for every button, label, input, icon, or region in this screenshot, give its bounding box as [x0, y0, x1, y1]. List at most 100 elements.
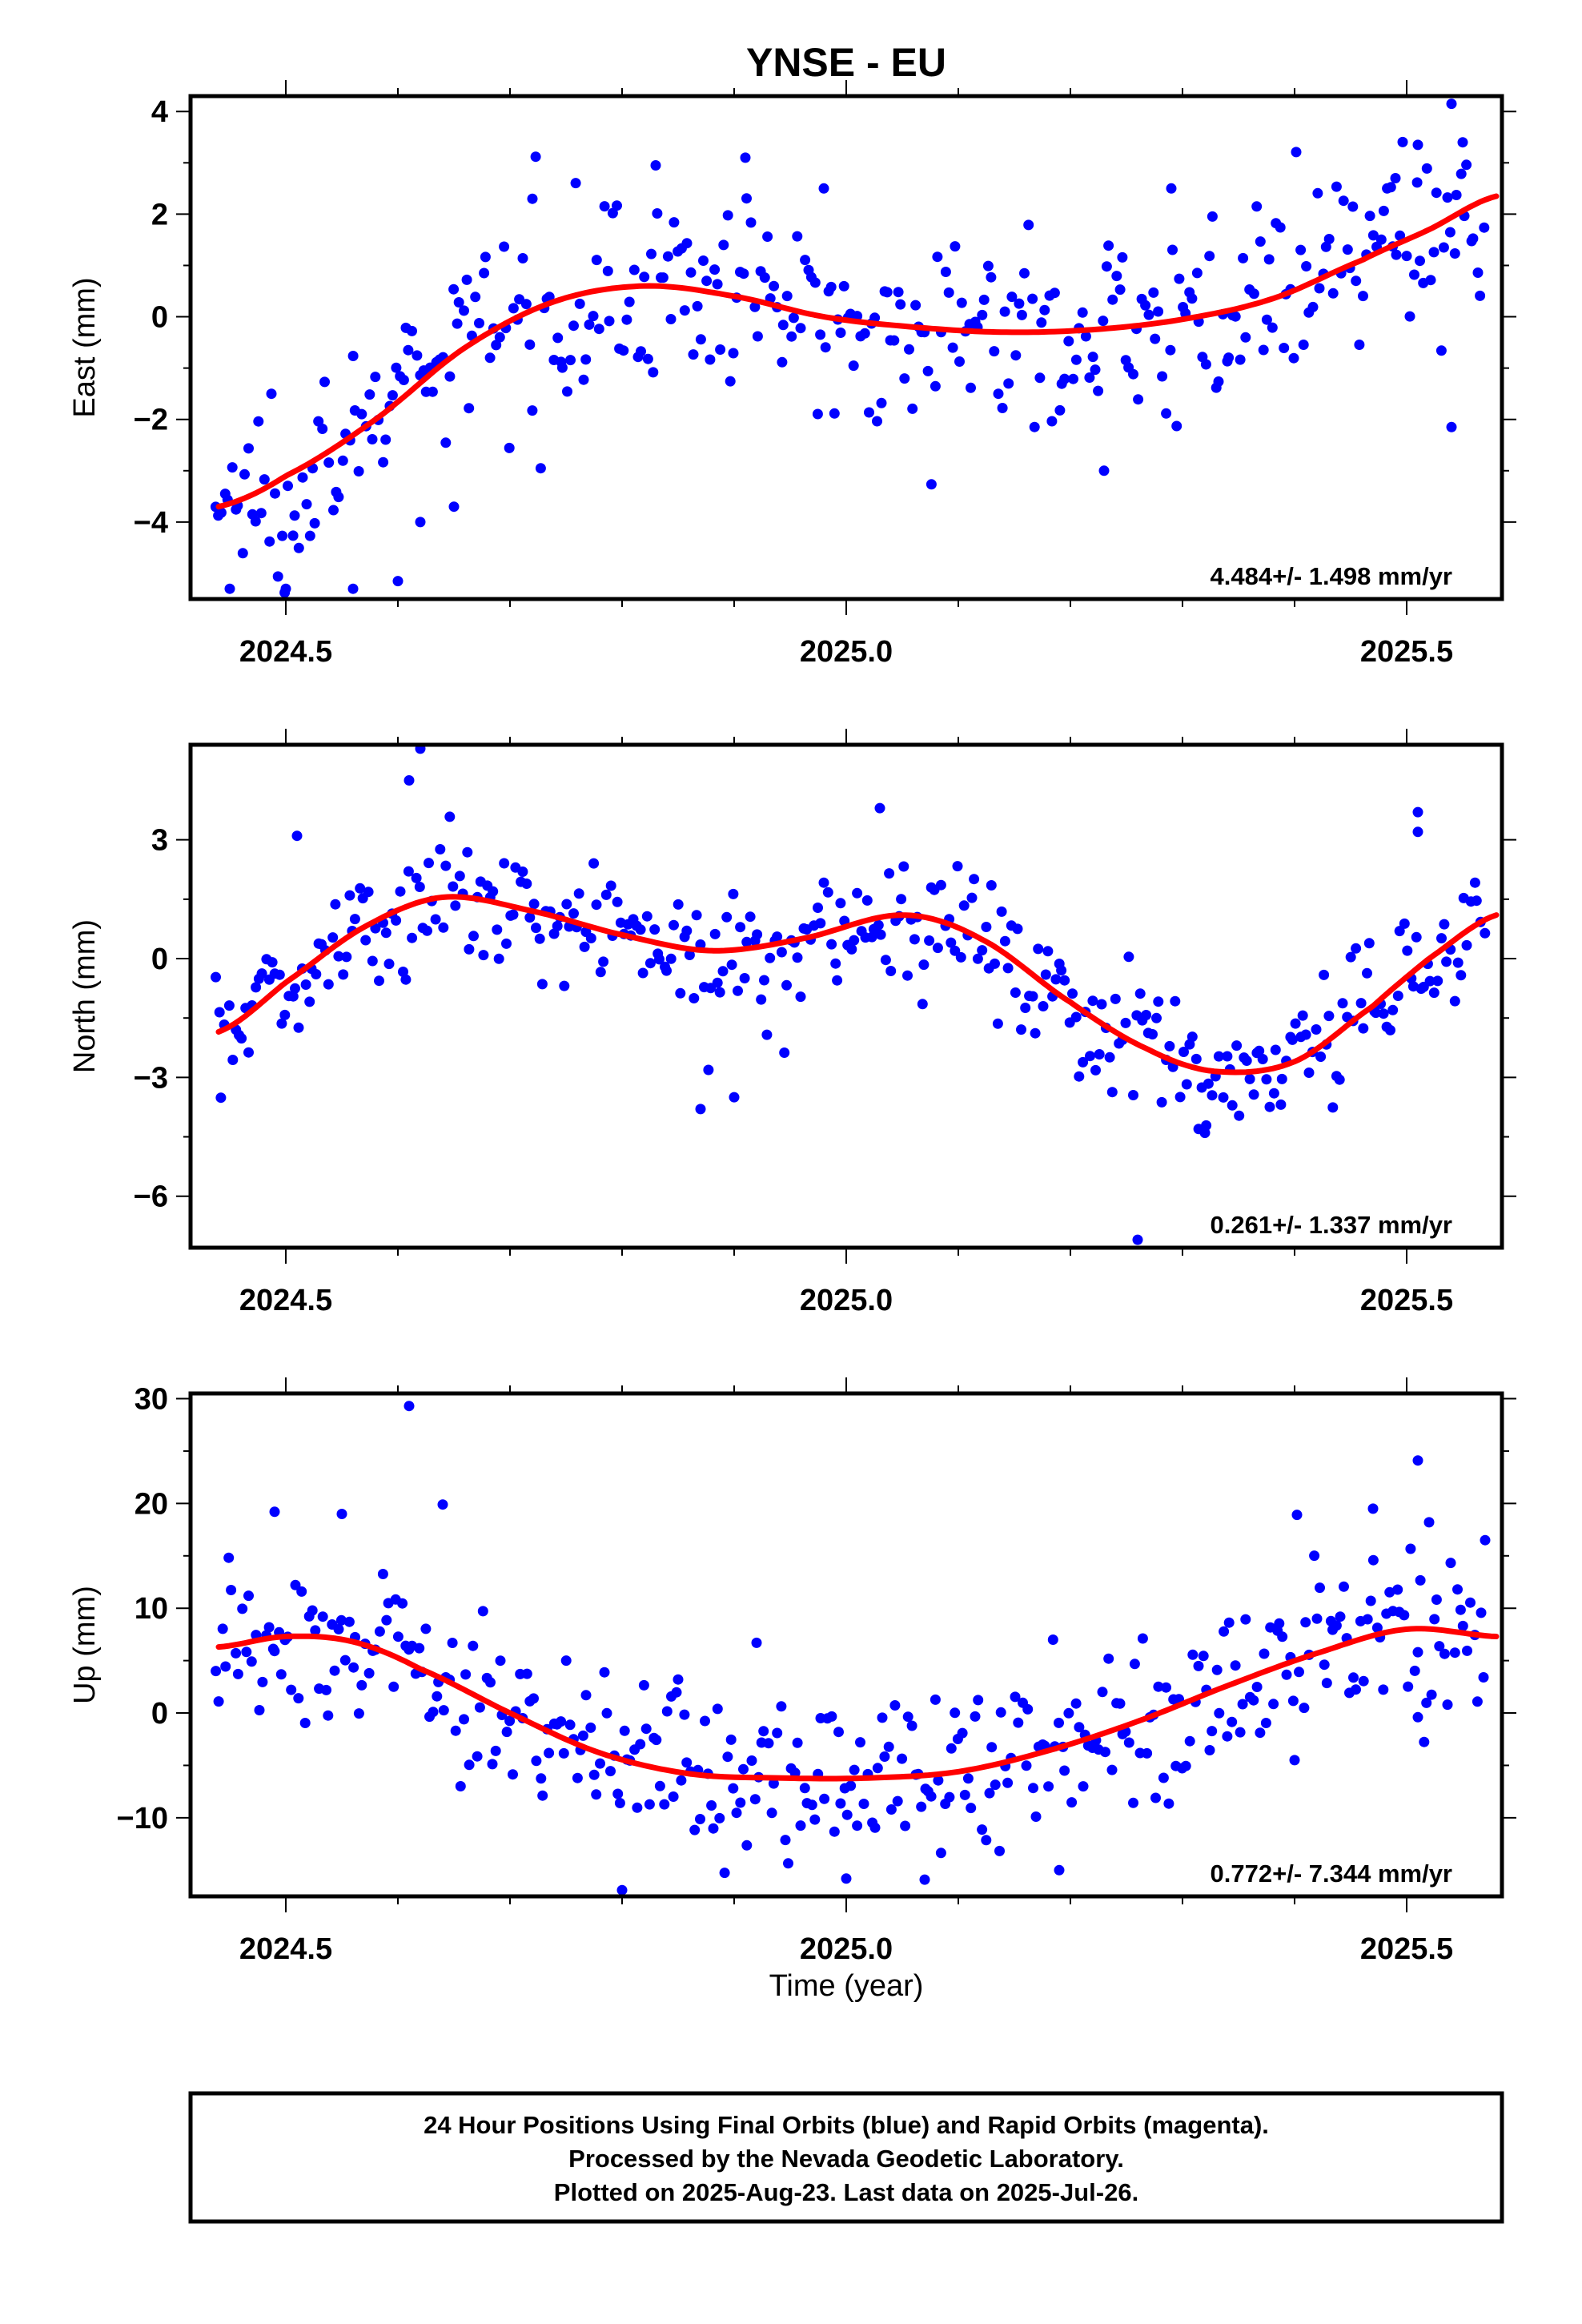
north-data-point	[243, 1047, 254, 1058]
up-data-point	[1277, 1631, 1288, 1642]
east-x-tick-label: 2024.5	[239, 635, 332, 669]
up-data-point	[1066, 1797, 1078, 1808]
north-data-point	[1094, 1049, 1105, 1059]
east-data-point	[728, 348, 739, 359]
up-data-point	[223, 1552, 235, 1563]
north-data-point	[990, 958, 1000, 969]
east-data-point	[328, 505, 339, 516]
up-data-point	[1097, 1687, 1108, 1698]
up-data-point	[957, 1727, 968, 1739]
east-data-point	[1111, 271, 1122, 282]
north-data-point	[279, 1009, 291, 1020]
east-data-point	[989, 346, 1000, 357]
north-data-point	[955, 951, 966, 963]
north-data-point	[464, 943, 475, 955]
north-data-point	[958, 900, 970, 911]
east-data-point	[1029, 421, 1040, 432]
north-data-point	[896, 894, 907, 905]
east-data-point	[1444, 227, 1456, 238]
east-data-point	[524, 339, 536, 350]
east-data-point	[1431, 187, 1442, 199]
east-data-point	[239, 468, 250, 480]
up-data-point	[599, 1667, 610, 1678]
up-data-point	[605, 1766, 616, 1777]
up-data-point	[984, 1787, 995, 1799]
north-data-point	[1363, 938, 1375, 949]
north-data-point	[1038, 1001, 1049, 1011]
north-data-point	[383, 959, 395, 970]
east-data-point	[604, 316, 615, 327]
north-data-point	[932, 943, 943, 954]
up-data-point	[521, 1668, 532, 1679]
up-data-point	[897, 1753, 908, 1764]
east-data-point	[1404, 311, 1415, 322]
up-data-point	[474, 1702, 485, 1713]
north-data-point	[681, 925, 693, 936]
east-data-point	[809, 277, 821, 288]
up-data-point	[826, 1711, 837, 1722]
east-data-point	[367, 434, 378, 444]
north-data-point	[1319, 969, 1330, 980]
east-data-point	[769, 280, 780, 292]
up-data-point	[528, 1693, 539, 1704]
up-data-point	[1219, 1626, 1230, 1637]
up-data-point	[1480, 1534, 1491, 1546]
up-data-point	[588, 1769, 600, 1780]
up-data-point	[1128, 1797, 1138, 1808]
north-data-point	[717, 966, 729, 977]
east-data-point	[722, 210, 733, 221]
east-data-point	[1107, 294, 1118, 305]
up-data-point	[962, 1773, 974, 1784]
east-data-point	[1036, 317, 1047, 328]
east-data-point	[907, 403, 918, 414]
east-data-point	[1248, 288, 1259, 300]
north-data-point	[411, 872, 422, 883]
up-data-point	[1184, 1735, 1195, 1747]
north-data-point	[830, 958, 841, 969]
east-data-point	[565, 355, 576, 366]
north-data-point	[884, 868, 895, 879]
east-data-point	[712, 279, 723, 290]
east-data-point	[527, 193, 538, 204]
up-data-point	[414, 1642, 425, 1654]
up-data-point	[1423, 1517, 1435, 1528]
north-data-point	[1170, 995, 1181, 1007]
north-data-point	[579, 941, 590, 952]
up-data-point	[792, 1737, 803, 1748]
up-data-point	[275, 1669, 287, 1680]
north-data-point	[1040, 969, 1051, 980]
north-data-point	[1070, 1011, 1082, 1023]
east-data-point	[701, 275, 713, 287]
east-data-point	[1449, 248, 1460, 259]
up-data-point	[1367, 1503, 1379, 1514]
up-data-point	[689, 1824, 701, 1835]
up-data-point	[845, 1780, 857, 1791]
east-data-point	[815, 329, 826, 340]
north-data-point	[400, 974, 412, 985]
north-data-point	[360, 935, 371, 946]
north-data-point	[256, 968, 267, 979]
up-data-point	[1158, 1772, 1169, 1783]
up-data-point	[428, 1707, 439, 1718]
up-data-point	[1362, 1614, 1373, 1625]
up-data-point	[741, 1839, 753, 1851]
up-data-point	[1378, 1684, 1389, 1695]
east-data-point	[795, 323, 806, 334]
north-data-point	[430, 914, 441, 925]
up-data-point	[728, 1783, 739, 1794]
east-data-point	[480, 251, 491, 263]
up-data-point	[336, 1509, 347, 1519]
up-data-point	[1240, 1614, 1251, 1625]
up-data-point	[1078, 1781, 1089, 1792]
east-data-point	[520, 299, 532, 310]
north-data-point	[815, 918, 826, 929]
up-data-point	[437, 1499, 448, 1510]
up-data-point	[477, 1606, 488, 1617]
east-data-point	[570, 178, 581, 189]
east-data-point	[499, 241, 510, 252]
up-data-point	[558, 1747, 569, 1759]
north-data-point	[276, 1018, 287, 1029]
up-data-point	[556, 1716, 567, 1727]
north-data-point	[741, 936, 753, 947]
north-frame	[188, 742, 1504, 1250]
